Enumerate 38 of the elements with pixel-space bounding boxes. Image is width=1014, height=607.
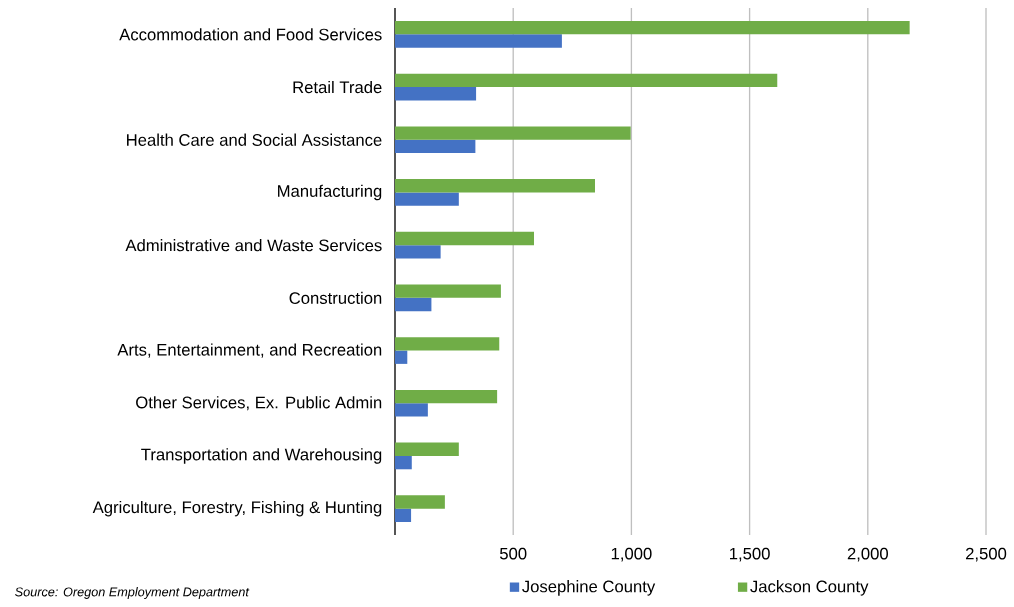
bar (395, 284, 501, 298)
x-tick-label: 2,500 (965, 547, 1007, 562)
bar (395, 403, 428, 417)
y-tick-label: Arts, Entertainment, and Recreation (117, 343, 382, 358)
bar (395, 442, 459, 456)
bar (395, 389, 498, 404)
bar (395, 21, 910, 35)
y-tick-label: Agriculture, Forestry, Fishing & Hunting (92, 500, 382, 517)
y-tick-label: Construction (289, 291, 382, 304)
bar (395, 126, 631, 140)
source-note: Source: Oregon Employment Department (15, 587, 250, 599)
y-tick-label: Other Services, Ex. Public Admin (136, 396, 382, 411)
bar (395, 337, 500, 351)
bar (395, 231, 534, 246)
y-tick-label: Manufacturing (278, 184, 382, 201)
x-tick-label: 1,500 (730, 547, 770, 562)
y-tick-label: Administrative and Waste Services (125, 239, 382, 252)
bar (395, 297, 432, 312)
y-tick-label: Health Care and Social Assistance (127, 133, 382, 146)
bar (395, 179, 595, 193)
bar (395, 350, 408, 364)
bar (395, 139, 476, 154)
legend-label: Jackson County (750, 580, 869, 596)
bar (395, 87, 477, 101)
bar (395, 245, 441, 259)
y-tick-label: Accommodation and Food Services (119, 28, 382, 41)
x-tick-label: 2,000 (847, 547, 888, 562)
y-tick-label: Retail Trade (293, 80, 382, 94)
bar (395, 508, 412, 522)
bar (395, 455, 412, 470)
bar (395, 495, 445, 509)
x-tick-label: 1,000 (611, 547, 652, 562)
bar (395, 34, 562, 48)
y-tick-label: Transportation and Warehousing (141, 448, 382, 464)
bar (395, 73, 778, 88)
bar (395, 192, 459, 206)
legend-label: Josephine County (522, 580, 656, 596)
x-tick-label: 500 (499, 547, 527, 560)
